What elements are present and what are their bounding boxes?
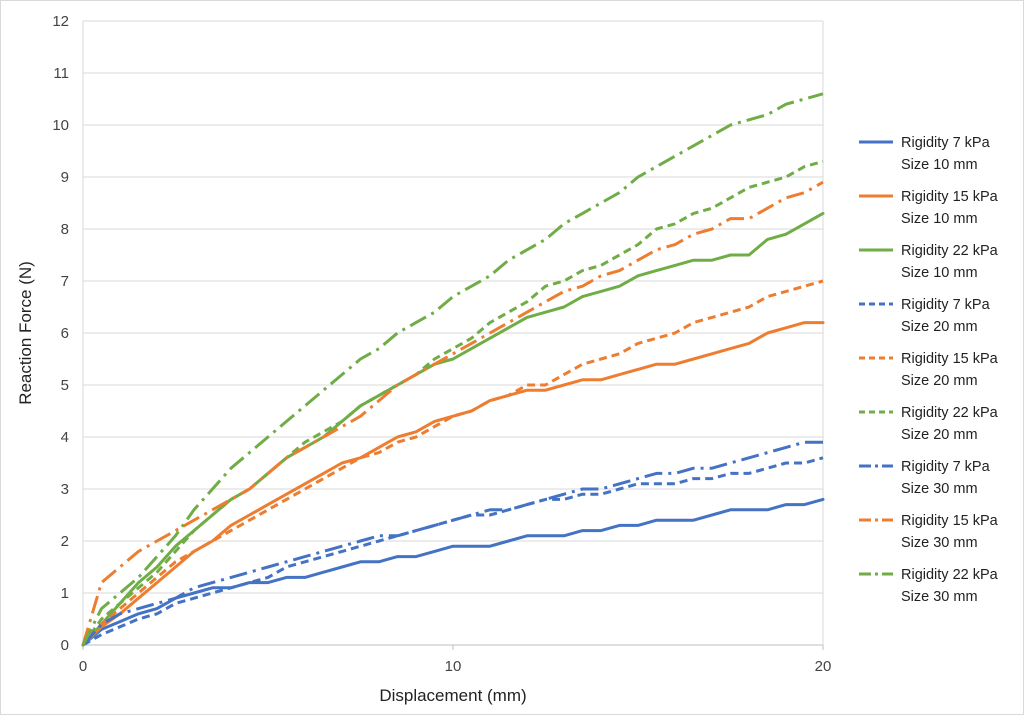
series-line-5 [81, 279, 824, 646]
series-line-3 [81, 211, 825, 647]
legend-label-1-line-1: Rigidity 7 kPa [901, 135, 991, 151]
series-lines [81, 92, 825, 647]
legend-label-4-line-1: Rigidity 7 kPa [901, 297, 991, 313]
y-tick-label: 2 [61, 533, 69, 550]
series-line-2 [81, 321, 825, 647]
y-tick-label: 12 [52, 13, 69, 30]
legend-label-6-line-1: Rigidity 22 kPa [901, 405, 999, 421]
y-tick-label: 11 [53, 65, 69, 82]
y-tick-label: 5 [61, 377, 69, 394]
x-axis-title: Displacement (mm) [379, 686, 526, 705]
legend-label-1-line-2: Size 10 mm [901, 157, 978, 173]
y-tick-label: 4 [61, 429, 69, 446]
legend-label-3-line-2: Size 10 mm [901, 265, 978, 281]
legend-label-4-line-2: Size 20 mm [901, 319, 978, 335]
gridlines [83, 20, 824, 645]
legend-label-2-line-2: Size 10 mm [901, 211, 978, 227]
series-line-7 [81, 440, 823, 646]
x-tick-label: 20 [815, 658, 832, 675]
legend-label-5-line-1: Rigidity 15 kPa [901, 351, 999, 367]
y-axis-title: Reaction Force (N) [16, 261, 35, 405]
y-tick-label: 7 [61, 273, 69, 290]
legend: Rigidity 7 kPa Size 10 mm Rigidity 15 kPa S… [859, 135, 999, 605]
y-tick-label: 3 [61, 481, 69, 498]
y-tick-label: 8 [61, 221, 69, 238]
series-line-6 [81, 159, 824, 646]
legend-label-3-line-1: Rigidity 22 kPa [901, 243, 999, 259]
legend-label-9-line-1: Rigidity 22 kPa [901, 567, 999, 583]
y-tick-label: 0 [61, 637, 69, 654]
y-tick-label: 10 [52, 117, 69, 134]
y-tick-label: 6 [61, 325, 69, 342]
series-line-8 [81, 180, 824, 646]
legend-label-8-line-1: Rigidity 15 kPa [901, 513, 999, 529]
legend-label-6-line-2: Size 20 mm [901, 427, 978, 443]
legend-label-2-line-1: Rigidity 15 kPa [901, 189, 999, 205]
legend-label-8-line-2: Size 30 mm [901, 535, 978, 551]
y-tick-label: 1 [61, 585, 69, 602]
axes [82, 21, 824, 650]
legend-label-5-line-2: Size 20 mm [901, 373, 978, 389]
legend-label-7-line-1: Rigidity 7 kPa [901, 459, 991, 475]
legend-label-9-line-2: Size 30 mm [901, 589, 978, 605]
y-tick-label: 9 [61, 169, 69, 186]
x-tick-label: 10 [445, 658, 462, 675]
series-line-9 [81, 92, 824, 646]
x-tick-label: 0 [79, 658, 87, 675]
series-line-1 [81, 497, 825, 647]
legend-label-7-line-2: Size 30 mm [901, 481, 978, 497]
